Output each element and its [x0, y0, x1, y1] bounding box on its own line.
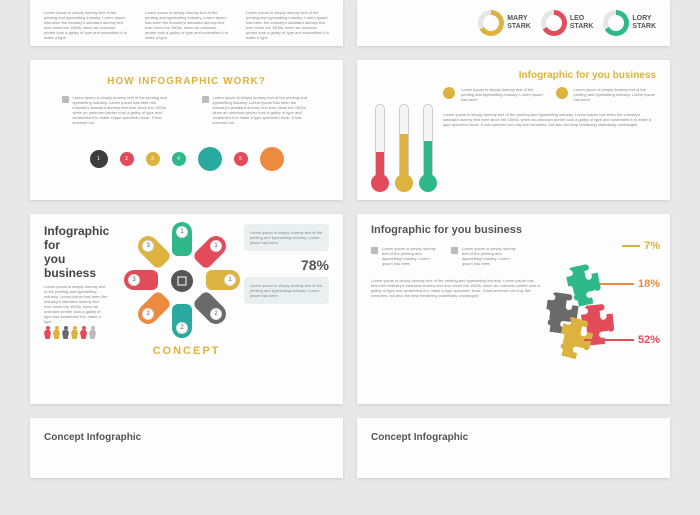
thermo-fill — [424, 141, 432, 177]
puzzle-col-2: Lorem ipsum is simply dummy text of the … — [451, 246, 517, 266]
thermometer — [371, 104, 389, 192]
dots-row: 1 2 3 4 5 — [44, 147, 329, 171]
thermo-text-1: Lorem ipsum is simply dummy text of the … — [443, 87, 544, 102]
thermometer — [395, 104, 413, 192]
pct-value: 18% — [638, 278, 660, 290]
text-col-2: Lorem ipsum is simply dummy text of the … — [145, 10, 228, 40]
thermo-tube — [375, 104, 385, 178]
thermo-fill — [400, 134, 408, 177]
petal-number: 1 — [224, 274, 236, 286]
petal-number: 1 — [176, 226, 188, 238]
slide-concept-right: Concept Infographic — [357, 418, 670, 478]
flower-text: Lorem ipsum is simply dummy text of the … — [44, 284, 108, 324]
person-name: MARYSTARK — [507, 15, 531, 31]
dot-number: 3 — [151, 156, 154, 162]
dot-number: 2 — [125, 156, 128, 162]
slide-row1-right: MARYSTARK LEOSTARK LORYSTARK — [357, 0, 670, 46]
flower-title: Infographic foryou business — [44, 224, 114, 280]
progress-ring-icon — [603, 10, 629, 36]
thermo-group — [371, 87, 437, 192]
dot-number: 1 — [97, 156, 100, 162]
petal-number: 1 — [210, 240, 222, 252]
slide-how-infographic-work: HOW INFOGRAPHIC WORK? Lorem ipsum is sim… — [30, 60, 343, 200]
pct-value: 52% — [638, 334, 660, 346]
doc-icon — [62, 96, 69, 103]
thermo-bulb-icon — [419, 174, 437, 192]
petal-number: 2 — [210, 308, 222, 320]
thermo-bulb-icon — [371, 174, 389, 192]
person-name: LORYSTARK — [632, 15, 656, 31]
step-dot: 2 — [120, 152, 134, 166]
concept-title-left: Concept Infographic — [44, 432, 329, 443]
person-icon — [53, 326, 60, 339]
speech-bubble-2: Lorem ipsum is simply dummy text of the … — [244, 277, 329, 304]
step-dot: 5 — [234, 152, 248, 166]
thermo-tube — [399, 104, 409, 178]
person-ring-item: LORYSTARK — [603, 10, 656, 36]
slide-row1-left: Lorem ipsum is simply dummy text of the … — [30, 0, 343, 46]
person-name: LEOSTARK — [570, 15, 594, 31]
concept-title-right: Concept Infographic — [371, 432, 656, 443]
person-icon — [80, 326, 87, 339]
petal — [134, 290, 172, 328]
petal-number: 2 — [142, 308, 154, 320]
text-col-3: Lorem ipsum is simply dummy text of the … — [246, 10, 329, 40]
slide-thermometer: Infographic for you business Lorem ipsum… — [357, 60, 670, 200]
text-col-1: Lorem ipsum is simply dummy text of the … — [44, 10, 127, 40]
how-col-1: Lorem ipsum is simply dummy text of the … — [62, 95, 172, 125]
thermo-text-2: Lorem ipsum is simply dummy text of the … — [556, 87, 657, 102]
petal — [134, 232, 172, 270]
slide-puzzle: Infographic for you business Lorem ipsum… — [357, 214, 670, 404]
pct-value: 7% — [644, 240, 660, 252]
thermo-bottom-text: Lorem ipsum is simply dummy text of the … — [443, 112, 656, 127]
concept-label: CONCEPT — [44, 345, 329, 357]
flower-diagram: 11122233 — [122, 224, 236, 336]
pct-bar — [584, 339, 634, 341]
how-col-2: Lorem ipsum is simply dummy text of the … — [202, 95, 312, 125]
puzzle-title: Infographic for you business — [371, 224, 656, 236]
pct-bar — [622, 245, 640, 247]
progress-ring-icon — [478, 10, 504, 36]
dot-number: 5 — [239, 156, 242, 162]
thermo-bulb-icon — [395, 174, 413, 192]
step-dot: 4 — [172, 152, 186, 166]
slide-concept-left: Concept Infographic — [30, 418, 343, 478]
petal — [192, 232, 230, 270]
pct-callout: 18% — [600, 278, 660, 290]
thermo-tube — [423, 104, 433, 178]
doc-icon — [371, 247, 378, 254]
pct-callout: 7% — [622, 240, 660, 252]
person-ring-item: LEOSTARK — [541, 10, 594, 36]
thermometer — [419, 104, 437, 192]
thermo-title: Infographic for you business — [371, 70, 656, 81]
how-title: HOW INFOGRAPHIC WORK? — [44, 76, 329, 87]
puzzle-col-1: Lorem ipsum is simply dummy text of the … — [371, 246, 437, 266]
dot-number: 4 — [177, 156, 180, 162]
people-row — [44, 326, 114, 339]
step-dot — [260, 147, 284, 171]
person-ring-item: MARYSTARK — [478, 10, 531, 36]
person-icon — [71, 326, 78, 339]
pct-callout: 52% — [584, 334, 660, 346]
pct-78: 78% — [244, 257, 329, 273]
doc-icon — [451, 247, 458, 254]
step-dot: 3 — [146, 152, 160, 166]
progress-ring-icon — [541, 10, 567, 36]
petal-number: 3 — [128, 274, 140, 286]
puzzle-bottom-text: Lorem ipsum is simply dummy text of the … — [371, 278, 541, 298]
speech-bubble: Lorem ipsum is simply dummy text of the … — [244, 224, 329, 251]
slide-flower: Infographic foryou business Lorem ipsum … — [30, 214, 343, 404]
petal-number: 2 — [176, 322, 188, 334]
doc-icon — [202, 96, 209, 103]
bullet-icon — [556, 87, 568, 99]
person-icon — [44, 326, 51, 339]
person-icon — [62, 326, 69, 339]
flower-center-icon — [171, 270, 193, 292]
person-icon — [89, 326, 96, 339]
bullet-icon — [443, 87, 455, 99]
step-dot: 1 — [90, 150, 108, 168]
step-dot — [198, 147, 222, 171]
pct-bar — [600, 283, 634, 285]
